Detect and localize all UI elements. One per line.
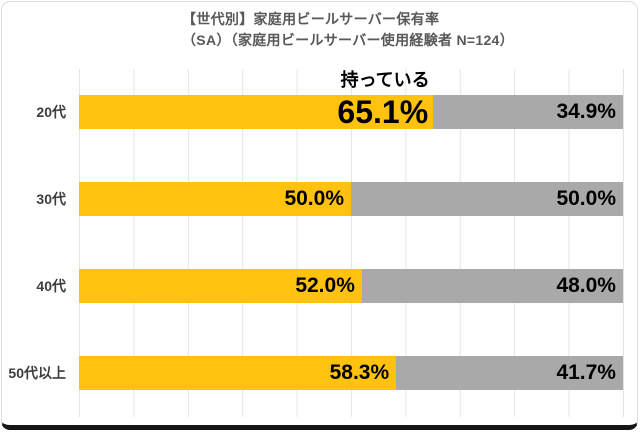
chart-title: 【世代別】家庭用ビールサーバー保有率 xyxy=(182,11,440,27)
bar-row: 50.0% 50.0% xyxy=(79,182,623,217)
bar-segment-have: 65.1% xyxy=(79,93,434,130)
bar-row: 52.0% 48.0% xyxy=(79,268,623,303)
bar-segment-nothave: 34.9% xyxy=(433,95,623,130)
value-label: 41.7% xyxy=(556,360,616,384)
category-label: 40代 xyxy=(36,277,66,294)
bar-segment-have: 58.3% xyxy=(79,355,397,390)
bar-segment-have: 52.0% xyxy=(79,268,362,303)
series-annotation: 持っている xyxy=(340,70,430,90)
bar-segment-have: 50.0% xyxy=(79,182,351,217)
bar-segment-nothave: 50.0% xyxy=(351,182,623,217)
value-label: 50.0% xyxy=(284,187,344,211)
category-label: 20代 xyxy=(36,104,66,121)
chart-title-block: 【世代別】家庭用ビールサーバー保有率 （SA）（家庭用ビールサーバー使用経験者 … xyxy=(182,9,514,51)
chart-subtitle: （SA）（家庭用ビールサーバー使用経験者 N=124） xyxy=(182,32,514,48)
bar-row: 65.1% 34.9% xyxy=(79,93,623,130)
value-label: 52.0% xyxy=(295,273,355,297)
category-label: 50代以上 xyxy=(8,364,66,381)
value-label: 34.9% xyxy=(556,100,616,124)
category-label: 30代 xyxy=(36,191,66,208)
value-label: 48.0% xyxy=(556,273,616,297)
bar-segment-nothave: 48.0% xyxy=(361,268,623,303)
value-label: 50.0% xyxy=(556,187,616,211)
bar-segment-nothave: 41.7% xyxy=(396,355,623,390)
bar-row: 58.3% 41.7% xyxy=(79,355,623,390)
value-label: 65.1% xyxy=(337,93,429,130)
value-label: 58.3% xyxy=(329,360,390,384)
